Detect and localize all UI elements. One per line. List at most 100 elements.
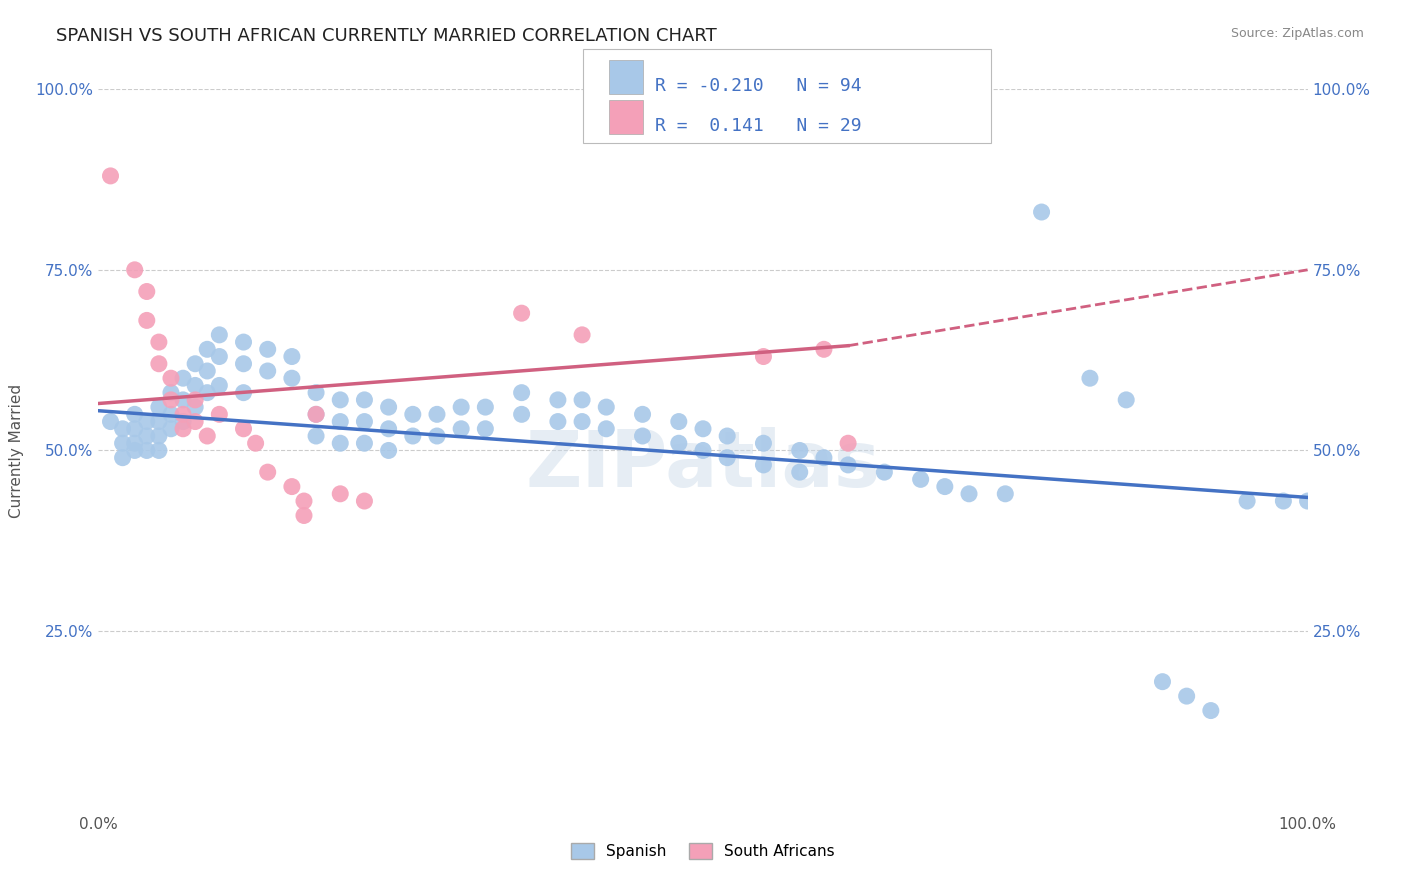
Text: SPANISH VS SOUTH AFRICAN CURRENTLY MARRIED CORRELATION CHART: SPANISH VS SOUTH AFRICAN CURRENTLY MARRI… (56, 27, 717, 45)
Point (195, 343, 218, 357)
Point (124, 436, 146, 450)
Point (716, 429, 738, 443)
Point (208, 407, 231, 421)
Point (148, 334, 170, 349)
Point (426, 407, 449, 421)
Point (195, 429, 218, 443)
Point (208, 327, 231, 342)
Point (100, 169, 122, 183)
Point (305, 407, 328, 421)
Point (547, 392, 569, 407)
Point (232, 422, 254, 436)
Point (256, 364, 278, 378)
Point (1236, 494, 1258, 508)
Point (305, 385, 328, 400)
Point (160, 385, 183, 400)
Point (160, 371, 183, 385)
Point (402, 429, 425, 443)
Point (195, 385, 218, 400)
Point (789, 443, 811, 458)
Point (631, 407, 654, 421)
Point (668, 415, 690, 429)
Point (957, 487, 980, 501)
Point (135, 429, 157, 443)
Point (172, 371, 194, 385)
Point (305, 429, 328, 443)
Point (450, 422, 472, 436)
Point (1199, 704, 1222, 718)
Point (111, 450, 134, 465)
Point (934, 480, 956, 494)
Point (305, 407, 328, 421)
Point (510, 306, 533, 320)
Point (571, 327, 593, 342)
Point (426, 429, 449, 443)
Point (377, 443, 399, 458)
Point (148, 429, 170, 443)
Point (474, 400, 496, 414)
Point (232, 334, 254, 349)
Point (281, 371, 304, 385)
Y-axis label: Currently Married: Currently Married (10, 384, 24, 517)
Point (1152, 674, 1174, 689)
Point (329, 436, 352, 450)
Point (124, 443, 146, 458)
Point (510, 407, 533, 421)
Point (450, 400, 472, 414)
Point (353, 415, 375, 429)
Point (135, 443, 157, 458)
Point (353, 392, 375, 407)
Point (329, 415, 352, 429)
Point (232, 385, 254, 400)
Point (474, 422, 496, 436)
Point (668, 436, 690, 450)
Point (172, 392, 194, 407)
Point (692, 422, 714, 436)
Point (789, 465, 811, 479)
Point (148, 400, 170, 414)
Point (172, 407, 194, 421)
Text: R =  0.141   N = 29: R = 0.141 N = 29 (655, 117, 862, 135)
Point (172, 415, 194, 429)
Point (292, 494, 315, 508)
Point (1175, 689, 1198, 703)
Point (256, 343, 278, 357)
Point (994, 487, 1017, 501)
Point (813, 343, 835, 357)
Point (292, 508, 315, 523)
Point (195, 364, 218, 378)
Point (172, 422, 194, 436)
Point (160, 407, 183, 421)
Point (752, 436, 775, 450)
Point (631, 429, 654, 443)
Point (184, 415, 207, 429)
Point (1272, 494, 1295, 508)
Point (100, 415, 122, 429)
Point (124, 262, 146, 277)
Point (208, 378, 231, 392)
Text: R = -0.210   N = 94: R = -0.210 N = 94 (655, 77, 862, 95)
Point (837, 458, 859, 472)
Point (752, 458, 775, 472)
Point (837, 436, 859, 450)
Point (547, 415, 569, 429)
Point (111, 436, 134, 450)
Point (692, 443, 714, 458)
Text: Source: ZipAtlas.com: Source: ZipAtlas.com (1230, 27, 1364, 40)
Point (111, 422, 134, 436)
Point (160, 392, 183, 407)
Point (752, 350, 775, 364)
Point (353, 436, 375, 450)
Point (377, 400, 399, 414)
Point (510, 385, 533, 400)
Point (1078, 371, 1101, 385)
Point (245, 436, 267, 450)
Point (1031, 205, 1053, 219)
Point (184, 400, 207, 414)
Point (595, 422, 617, 436)
Point (184, 357, 207, 371)
Point (124, 407, 146, 421)
Point (281, 350, 304, 364)
Point (281, 480, 304, 494)
Point (910, 472, 932, 486)
